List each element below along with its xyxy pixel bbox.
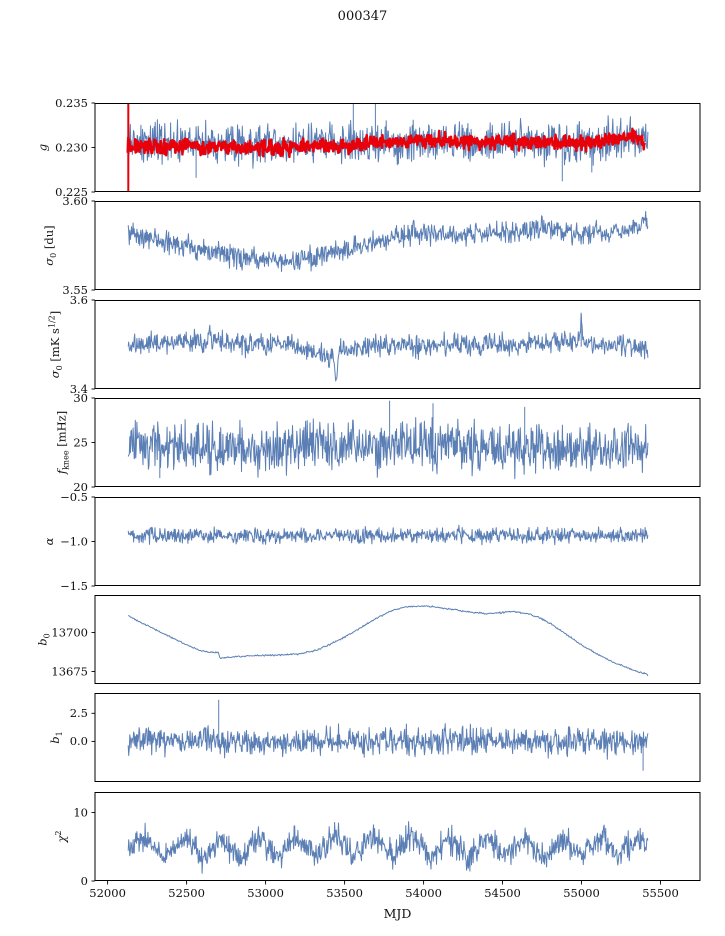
svg-text:fknee [mHz]: fknee [mHz] xyxy=(54,411,70,475)
svg-text:3.4: 3.4 xyxy=(70,382,88,396)
svg-text:σ0 [du]: σ0 [du] xyxy=(42,226,58,266)
svg-text:0.225: 0.225 xyxy=(55,185,88,199)
svg-text:b1: b1 xyxy=(48,732,64,744)
panel-b1: 0.0 2.5 b1 xyxy=(48,693,701,783)
panel-g: 0.225 0.230 0.235 g xyxy=(36,96,701,199)
svg-text:0.0: 0.0 xyxy=(70,735,88,749)
svg-text:25: 25 xyxy=(73,435,88,449)
svg-text:10: 10 xyxy=(73,805,88,819)
svg-text:52000: 52000 xyxy=(89,886,126,900)
svg-text:30: 30 xyxy=(73,391,88,405)
svg-text:3.55: 3.55 xyxy=(62,283,88,297)
svg-text:α: α xyxy=(42,537,56,545)
svg-text:20: 20 xyxy=(73,480,88,494)
svg-text:52500: 52500 xyxy=(168,886,205,900)
svg-text:b0: b0 xyxy=(36,633,52,645)
x-axis-label: MJD xyxy=(383,906,412,921)
svg-text:−1.5: −1.5 xyxy=(60,578,88,592)
svg-text:55000: 55000 xyxy=(563,886,600,900)
svg-text:55500: 55500 xyxy=(642,886,679,900)
svg-text:2.5: 2.5 xyxy=(70,706,88,720)
svg-text:−1.0: −1.0 xyxy=(60,534,88,548)
svg-text:54000: 54000 xyxy=(405,886,442,900)
svg-text:54500: 54500 xyxy=(484,886,521,900)
panel-sigma0-du: 3.55 3.60 σ0 [du] xyxy=(42,194,701,297)
panel-alpha: −1.5 −1.0 −0.5 α xyxy=(42,489,701,592)
svg-text:3.6: 3.6 xyxy=(70,293,88,307)
svg-text:53500: 53500 xyxy=(326,886,363,900)
svg-text:g: g xyxy=(36,144,50,151)
svg-text:σ0 [mK s1/2]: σ0 [mK s1/2] xyxy=(48,311,65,379)
figure-title: 000347 xyxy=(337,9,388,24)
svg-text:53000: 53000 xyxy=(247,886,284,900)
svg-text:−0.5: −0.5 xyxy=(60,489,88,503)
svg-text:3.60: 3.60 xyxy=(62,194,88,208)
svg-text:13675: 13675 xyxy=(51,664,88,678)
svg-text:0.235: 0.235 xyxy=(55,96,88,110)
svg-text:13700: 13700 xyxy=(51,625,88,639)
panel-chi2: 0 10 χ2 52000 52500 53000 53500 54000 54500 55000… xyxy=(54,791,701,900)
panel-sigma0-mks: 3.4 3.6 σ0 [mK s1/2] xyxy=(48,293,701,396)
svg-text:χ2: χ2 xyxy=(54,830,69,843)
svg-text:0.230: 0.230 xyxy=(55,140,88,154)
svg-text:0: 0 xyxy=(81,874,88,888)
